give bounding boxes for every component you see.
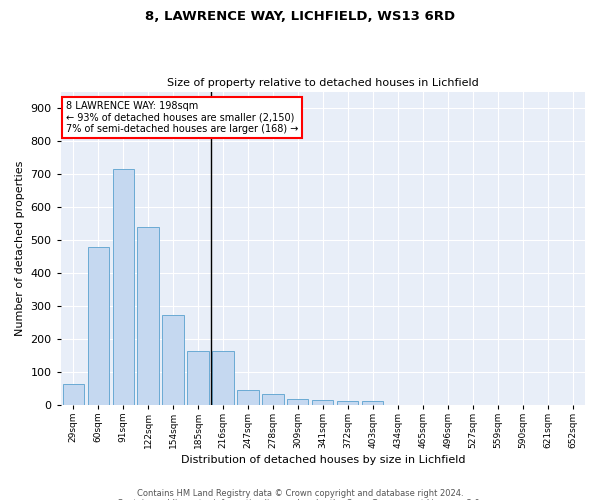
Bar	[362, 402, 383, 404]
Bar	[262, 394, 284, 404]
Title: Size of property relative to detached houses in Lichfield: Size of property relative to detached ho…	[167, 78, 479, 88]
Bar	[337, 402, 358, 404]
Bar	[212, 351, 233, 405]
Bar	[287, 399, 308, 404]
Bar	[137, 228, 159, 404]
X-axis label: Distribution of detached houses by size in Lichfield: Distribution of detached houses by size …	[181, 455, 465, 465]
Bar	[113, 168, 134, 404]
Bar	[62, 384, 84, 404]
Bar	[238, 390, 259, 404]
Y-axis label: Number of detached properties: Number of detached properties	[15, 160, 25, 336]
Bar	[88, 247, 109, 404]
Text: 8 LAWRENCE WAY: 198sqm
← 93% of detached houses are smaller (2,150)
7% of semi-d: 8 LAWRENCE WAY: 198sqm ← 93% of detached…	[66, 101, 298, 134]
Bar	[163, 315, 184, 404]
Bar	[187, 351, 209, 405]
Text: Contains public sector information licensed under the Open Government Licence v3: Contains public sector information licen…	[118, 498, 482, 500]
Bar	[312, 400, 334, 404]
Text: Contains HM Land Registry data © Crown copyright and database right 2024.: Contains HM Land Registry data © Crown c…	[137, 488, 463, 498]
Text: 8, LAWRENCE WAY, LICHFIELD, WS13 6RD: 8, LAWRENCE WAY, LICHFIELD, WS13 6RD	[145, 10, 455, 23]
